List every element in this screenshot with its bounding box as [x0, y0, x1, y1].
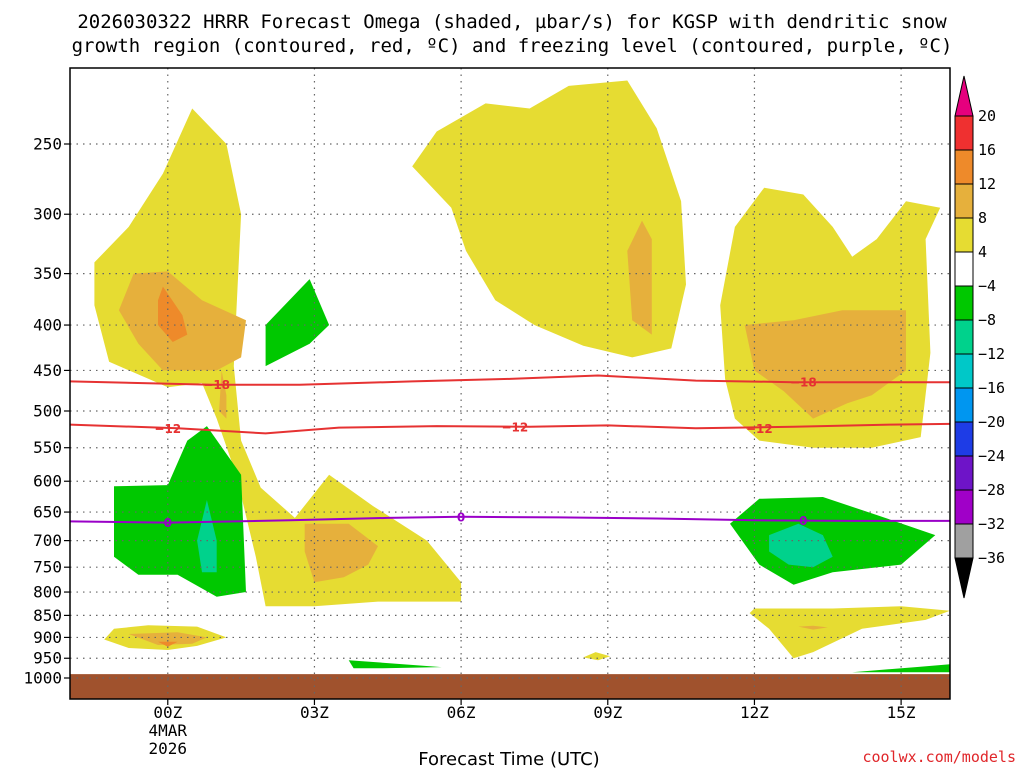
omega-region-13 [158, 286, 188, 342]
omega-region-4 [749, 606, 950, 659]
chart-title-line1: 2026030322 HRRR Forecast Omega (shaded, … [77, 11, 947, 33]
y-tick-label-500: 500 [33, 402, 62, 421]
colorbar-bottom-triangle [954, 557, 974, 599]
y-tick-label-250: 250 [33, 135, 62, 154]
omega-region-8 [304, 523, 378, 583]
contour-label-2: −12 [154, 422, 181, 436]
omega-region-17 [730, 497, 936, 585]
y-tick-label-1000: 1000 [23, 669, 62, 688]
x-tick-sublabel-month: 4MAR [149, 721, 188, 740]
colorbar-bin-8 [954, 387, 974, 423]
omega-region-20 [197, 500, 217, 573]
y-tick-label-450: 450 [33, 361, 62, 380]
omega-region-12 [798, 625, 828, 630]
colorbar-label-0: 20 [978, 107, 996, 125]
y-tick-label-650: 650 [33, 503, 62, 522]
isotherm-minus12-line [70, 422, 950, 435]
y-tick-label-400: 400 [33, 316, 62, 335]
colorbar-label-3: 8 [978, 209, 987, 227]
chart-title-line2: growth region (contoured, red, ºC) and f… [72, 35, 953, 57]
x-tick-label-12Z: 12Z [740, 703, 769, 722]
colorbar-bin-10 [954, 455, 974, 491]
colorbar-bin-5 [954, 285, 974, 321]
omega-region-15 [114, 426, 246, 597]
omega-region-16 [265, 279, 330, 367]
omega-region-5 [583, 652, 611, 661]
x-tick-label-00Z: 00Z [153, 703, 182, 722]
credit-text: coolwx.com/models [862, 748, 1016, 766]
colorbar-bin-3 [954, 217, 974, 253]
colorbar-bin-2 [954, 183, 974, 219]
x-tick-label-09Z: 09Z [593, 703, 622, 722]
omega-region-2 [412, 80, 686, 358]
contour-lines [70, 374, 950, 524]
omega-region-14 [158, 641, 178, 647]
x-tick-label-15Z: 15Z [887, 703, 916, 722]
colorbar: 20 16 12 8 4 −4 −8 −12 −16 −20 −24 −28 −32 −36 [954, 75, 1005, 599]
x-axis-title: Forecast Time (UTC) [418, 749, 599, 768]
colorbar-bin-4 [954, 251, 974, 287]
colorbar-label-12: −32 [978, 515, 1005, 533]
y-tick-label-950: 950 [33, 649, 62, 668]
colorbar-bin-11 [954, 489, 974, 525]
y-tick-label-350: 350 [33, 264, 62, 283]
x-tick-sublabel-year: 2026 [149, 739, 188, 758]
colorbar-label-1: 16 [978, 141, 996, 159]
y-tick-label-550: 550 [33, 438, 62, 457]
contour-label-4: −12 [746, 422, 773, 436]
colorbar-label-11: −28 [978, 481, 1005, 499]
contour-label-5: 0 [164, 516, 172, 530]
colorbar-bin-1 [954, 149, 974, 185]
omega-region-10 [744, 310, 906, 419]
x-tick-label-06Z: 06Z [447, 703, 476, 722]
colorbar-top-triangle [954, 75, 974, 117]
ground-rect [70, 674, 950, 699]
ground-layer [70, 674, 950, 699]
gridlines [70, 68, 950, 699]
colorbar-bin-9 [954, 421, 974, 457]
omega-region-1 [94, 108, 462, 607]
y-tick-label-700: 700 [33, 531, 62, 550]
colorbar-label-10: −24 [978, 447, 1005, 465]
colorbar-label-2: 12 [978, 175, 996, 193]
contour-label-6: 0 [457, 510, 465, 524]
x-tick-label-03Z: 03Z [300, 703, 329, 722]
y-tick-label-300: 300 [33, 205, 62, 224]
omega-region-9 [627, 220, 652, 335]
omega-region-7 [219, 370, 227, 419]
contour-label-1: −18 [790, 376, 817, 390]
colorbar-bin-7 [954, 353, 974, 389]
colorbar-bin-12 [954, 523, 974, 559]
plot-frame [69, 67, 951, 700]
y-tick-label-800: 800 [33, 583, 62, 602]
isotherm-minus18-line [70, 374, 950, 386]
y-axis: 250 300 350 400 450 500 550 600 650 700 750 800 850 9… [23, 135, 70, 688]
contour-label-0: −18 [203, 378, 230, 392]
omega-region-11 [128, 632, 207, 645]
omega-region-21 [769, 523, 833, 568]
contour-label-7: 0 [799, 514, 807, 528]
colorbar-label-5: −4 [978, 277, 996, 295]
contour-label-3: −12 [502, 420, 529, 434]
colorbar-label-6: −8 [978, 311, 996, 329]
omega-region-18 [348, 660, 442, 669]
freezing-level-line [70, 515, 950, 524]
omega-region-19 [852, 664, 950, 673]
y-tick-label-600: 600 [33, 472, 62, 491]
colorbar-bin-0 [954, 115, 974, 151]
contour-labels: −18 −18 −12 −12 −12 0 0 0 [154, 376, 817, 530]
omega-shading [94, 80, 950, 673]
colorbar-label-7: −12 [978, 345, 1005, 363]
colorbar-label-8: −16 [978, 379, 1005, 397]
colorbar-bin-6 [954, 319, 974, 355]
y-tick-label-750: 750 [33, 558, 62, 577]
colorbar-label-4: 4 [978, 243, 987, 261]
colorbar-label-9: −20 [978, 413, 1005, 431]
colorbar-label-13: −36 [978, 549, 1005, 567]
y-tick-label-900: 900 [33, 628, 62, 647]
y-tick-label-850: 850 [33, 606, 62, 625]
